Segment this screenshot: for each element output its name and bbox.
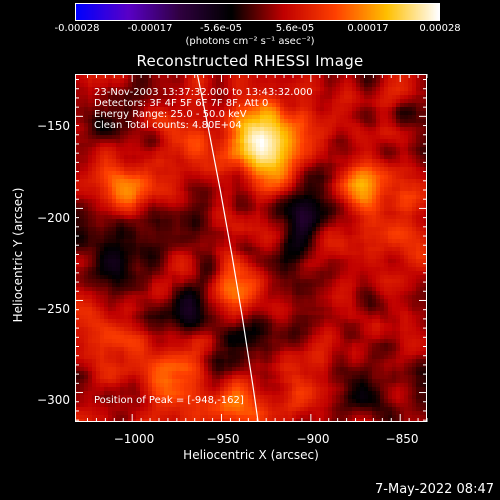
x-tick-label: −850 [385,432,419,446]
peak-position-label: Position of Peak = [-948,-162] [94,395,244,406]
x-tick-label: −950 [206,432,240,446]
colorbar-tick: -0.00017 [127,23,173,34]
colorbar-tick: -5.6e-05 [200,23,242,34]
y-tick-label: −300 [37,393,70,407]
x-tick-label: −900 [296,432,330,446]
y-tick-label: −250 [37,302,70,316]
annotation-time: 23-Nov-2003 13:37:32.000 to 13:43:32.000 [94,87,313,98]
chart-title: Reconstructed RHESSI Image [136,52,364,70]
x-tick-label: −1000 [113,432,155,446]
colorbar-tick: -0.00028 [54,23,100,34]
y-tick-label: −150 [37,119,70,133]
colorbar-tick: 0.00017 [347,23,389,34]
footer-date: 7-May-2022 08:47 [375,482,494,497]
x-axis-label: Heliocentric X (arcsec) [183,448,319,462]
colorbar-unit-label: (photons cm⁻² s⁻¹ asec⁻²) [185,36,315,47]
annotation-detectors: Detectors: 3F 4F 5F 6F 7F 8F, Att 0 [94,98,269,109]
annotation-counts: Clean Total counts: 4.80E+04 [94,120,242,131]
plot-area: 23-Nov-2003 13:37:32.000 to 13:43:32.000… [75,74,427,422]
colorbar-tick: 0.00028 [419,23,461,34]
y-axis-label: Heliocentric Y (arcsec) [11,187,25,323]
heatmap-image [76,75,426,421]
y-tick-label: −200 [37,211,70,225]
annotation-energy: Energy Range: 25.0 - 50.0 keV [94,109,247,120]
limb-line-path [196,75,259,421]
colorbar-tick: 5.6e-05 [275,23,315,34]
limb-line [196,75,259,421]
colorbar [75,3,440,21]
